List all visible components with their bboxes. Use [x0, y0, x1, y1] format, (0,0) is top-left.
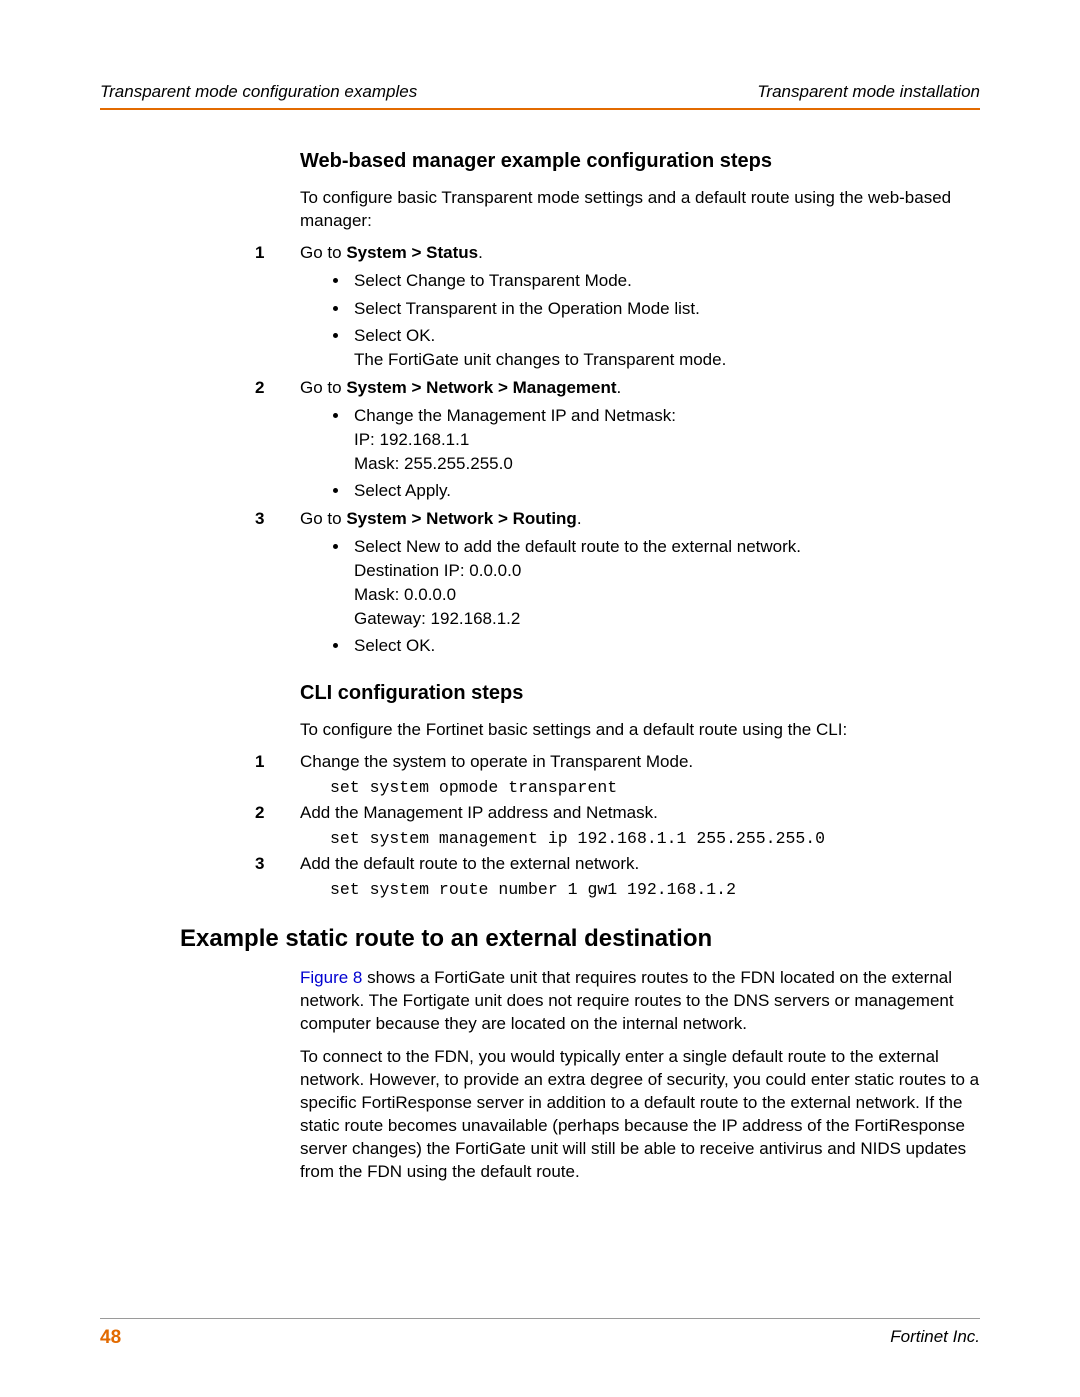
step-number: 1 — [255, 752, 300, 772]
bullet-line: Select Apply. — [354, 479, 980, 503]
bullet-item: Select OK.The FortiGate unit changes to … — [350, 324, 980, 372]
step-body: Go to System > Network > Routing. — [300, 509, 980, 529]
page-footer: 48 Fortinet Inc. — [100, 1318, 980, 1349]
step-tail: . — [617, 378, 622, 397]
step-number: 3 — [255, 509, 300, 529]
running-head-right: Transparent mode installation — [757, 82, 980, 102]
bullet-line: The FortiGate unit changes to Transparen… — [354, 348, 980, 372]
figure-ref-link[interactable]: Figure 8 — [300, 968, 362, 987]
step-bullet-list: Change the Management IP and Netmask:IP:… — [300, 404, 980, 503]
step-body: Go to System > Status. — [300, 243, 980, 263]
step-body: Go to System > Network > Management. — [300, 378, 980, 398]
bullet-item: Select OK. — [350, 634, 980, 658]
step-bullet-list: Select Change to Transparent Mode. Select… — [300, 269, 980, 372]
bullet-item: Select Apply. — [350, 479, 980, 503]
running-head-left: Transparent mode configuration examples — [100, 82, 417, 102]
bullet-line: Destination IP: 0.0.0.0 — [354, 559, 980, 583]
section1-intro: To configure basic Transparent mode sett… — [300, 187, 980, 233]
section3-body: Figure 8 shows a FortiGate unit that req… — [300, 967, 980, 1183]
step-bullet-list: Select New to add the default route to t… — [300, 535, 980, 658]
footer-company: Fortinet Inc. — [890, 1327, 980, 1349]
running-head: Transparent mode configuration examples … — [100, 82, 980, 108]
bullet-line: Mask: 255.255.255.0 — [354, 452, 980, 476]
bullet-line: Change the Management IP and Netmask: — [354, 404, 980, 428]
section3-para1-text: shows a FortiGate unit that requires rou… — [300, 968, 954, 1033]
section1-title: Web-based manager example configuration … — [300, 150, 980, 173]
bullet-line: IP: 192.168.1.1 — [354, 428, 980, 452]
step-lead: Go to — [300, 243, 346, 262]
numbered-step: 1Change the system to operate in Transpa… — [255, 752, 980, 772]
section2-intro: To configure the Fortinet basic settings… — [300, 719, 980, 742]
numbered-step: 3Go to System > Network > Routing. — [255, 509, 980, 529]
numbered-step: 3Add the default route to the external n… — [255, 854, 980, 874]
footer-rule — [100, 1318, 980, 1319]
bullet-item: Select New to add the default route to t… — [350, 535, 980, 630]
page-number: 48 — [100, 1327, 121, 1349]
cli-code: set system management ip 192.168.1.1 255… — [330, 829, 980, 848]
step-tail: . — [577, 509, 582, 528]
section3-para1: Figure 8 shows a FortiGate unit that req… — [300, 967, 980, 1036]
bullet-item: Select Change to Transparent Mode. — [350, 269, 980, 293]
step-number: 1 — [255, 243, 300, 263]
step-path-bold: System > Status — [346, 243, 478, 262]
numbered-step: 2Go to System > Network > Management. — [255, 378, 980, 398]
bullet-line: Select OK. — [354, 634, 980, 658]
step-text: Add the default route to the external ne… — [300, 854, 980, 874]
step-lead: Go to — [300, 509, 346, 528]
step-lead: Go to — [300, 378, 346, 397]
step-number: 2 — [255, 803, 300, 823]
bullet-line: Gateway: 192.168.1.2 — [354, 607, 980, 631]
step-number: 3 — [255, 854, 300, 874]
bullet-line: Select OK. — [354, 324, 980, 348]
step-text: Change the system to operate in Transpar… — [300, 752, 980, 772]
numbered-step: 1Go to System > Status. — [255, 243, 980, 263]
numbered-step: 2Add the Management IP address and Netma… — [255, 803, 980, 823]
step-text: Add the Management IP address and Netmas… — [300, 803, 980, 823]
step-path-bold: System > Network > Management — [346, 378, 616, 397]
page: Transparent mode configuration examples … — [0, 0, 1080, 1397]
bullet-item: Change the Management IP and Netmask:IP:… — [350, 404, 980, 475]
section-web-manager: Web-based manager example configuration … — [300, 150, 980, 899]
step-number: 2 — [255, 378, 300, 398]
cli-code: set system route number 1 gw1 192.168.1.… — [330, 880, 980, 899]
step-path-bold: System > Network > Routing — [346, 509, 577, 528]
step-tail: . — [478, 243, 483, 262]
bullet-line: Select Change to Transparent Mode. — [354, 269, 980, 293]
bullet-item: Select Transparent in the Operation Mode… — [350, 297, 980, 321]
bullet-line: Mask: 0.0.0.0 — [354, 583, 980, 607]
section3-para2: To connect to the FDN, you would typical… — [300, 1046, 980, 1184]
bullet-line: Select New to add the default route to t… — [354, 535, 980, 559]
section2-title: CLI configuration steps — [300, 682, 980, 705]
bullet-line: Select Transparent in the Operation Mode… — [354, 297, 980, 321]
section3-title: Example static route to an external dest… — [180, 925, 980, 953]
cli-code: set system opmode transparent — [330, 778, 980, 797]
header-rule — [100, 108, 980, 110]
